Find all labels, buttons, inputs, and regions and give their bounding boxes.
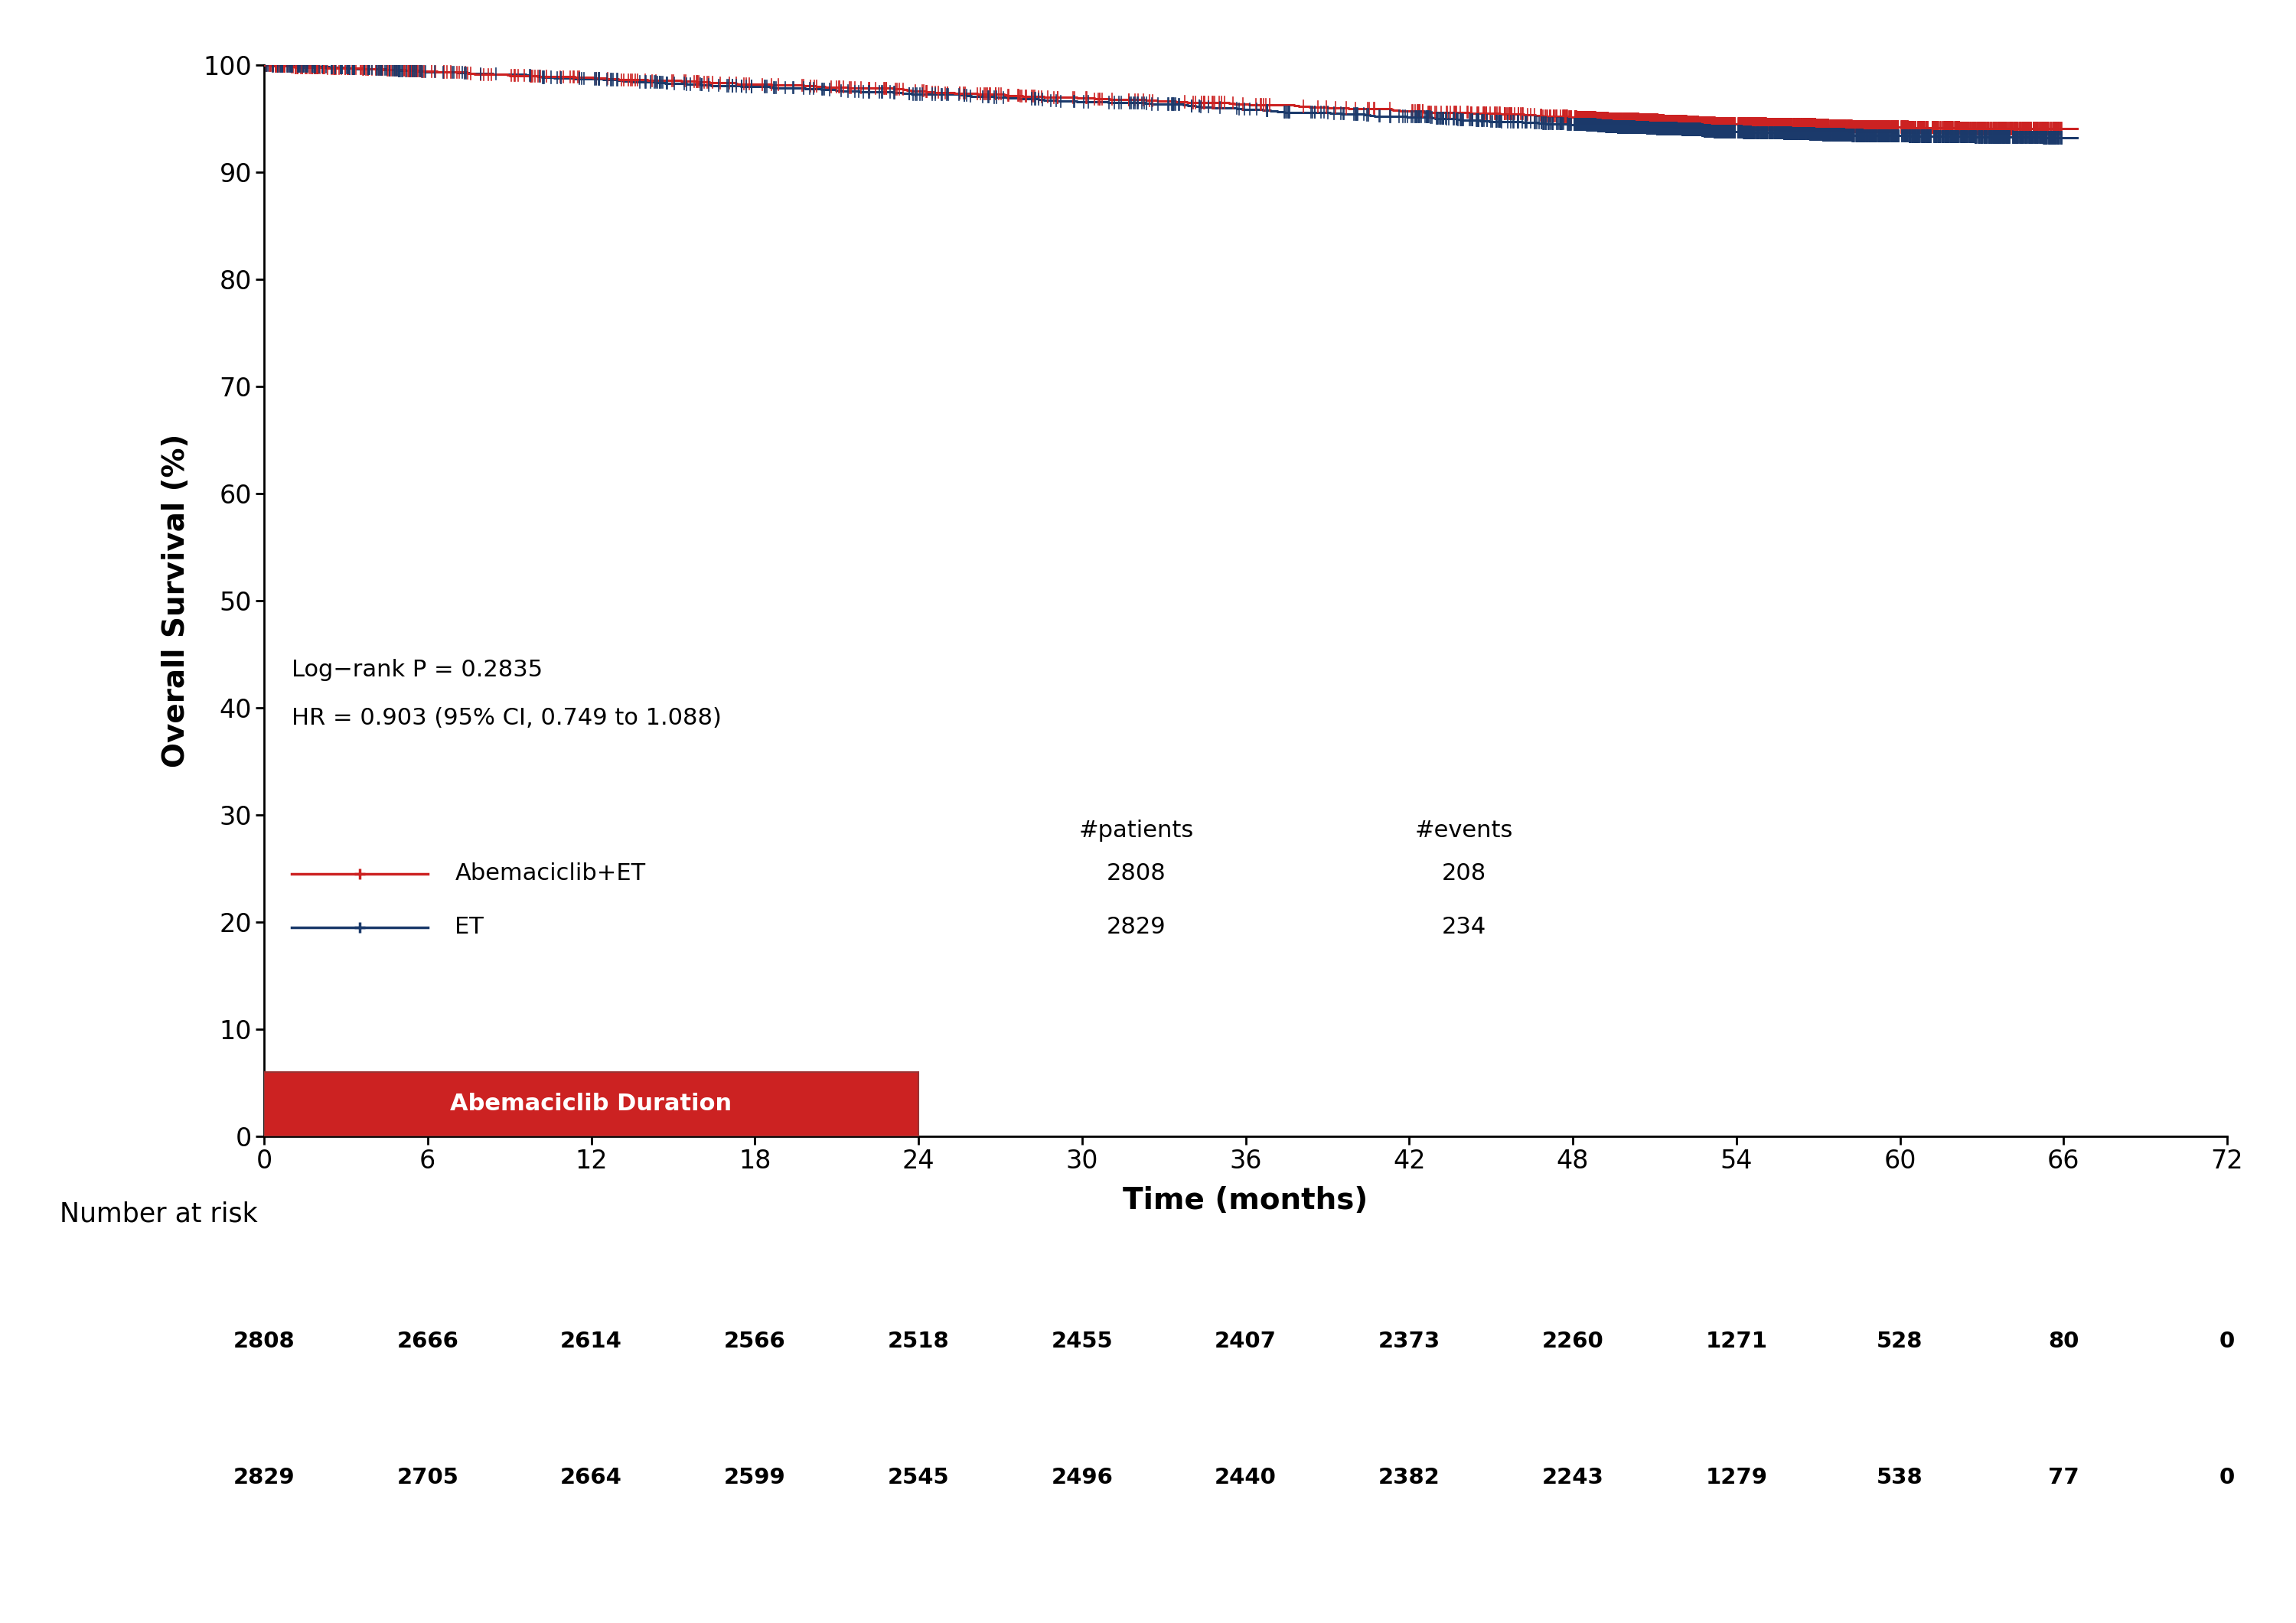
Text: 80: 80 bbox=[2048, 1331, 2078, 1352]
Text: Abemaciclib+ET: Abemaciclib+ET bbox=[455, 862, 645, 885]
Text: 2614: 2614 bbox=[560, 1331, 622, 1352]
Text: HR = 0.903 (95% CI, 0.749 to 1.088): HR = 0.903 (95% CI, 0.749 to 1.088) bbox=[292, 708, 721, 729]
Text: Number at risk: Number at risk bbox=[60, 1201, 257, 1227]
Bar bbox=[60, 1459, 195, 1496]
Text: Log−rank P = 0.2835: Log−rank P = 0.2835 bbox=[292, 659, 542, 682]
Text: 2808: 2808 bbox=[1107, 862, 1166, 885]
Text: 2808: 2808 bbox=[234, 1331, 294, 1352]
Text: 2664: 2664 bbox=[560, 1467, 622, 1488]
Text: 2829: 2829 bbox=[1107, 915, 1166, 938]
Text: 0: 0 bbox=[2220, 1331, 2234, 1352]
Text: 234: 234 bbox=[1442, 915, 1486, 938]
Text: 538: 538 bbox=[1876, 1467, 1924, 1488]
Text: 2373: 2373 bbox=[1378, 1331, 1440, 1352]
Text: 2705: 2705 bbox=[397, 1467, 459, 1488]
Text: 2407: 2407 bbox=[1215, 1331, 1277, 1352]
Text: 2666: 2666 bbox=[397, 1331, 459, 1352]
Text: 208: 208 bbox=[1442, 862, 1486, 885]
Text: 0: 0 bbox=[2220, 1467, 2234, 1488]
Text: 1271: 1271 bbox=[1706, 1331, 1768, 1352]
Text: 2260: 2260 bbox=[1543, 1331, 1603, 1352]
Text: #events: #events bbox=[1414, 820, 1513, 842]
Text: 2455: 2455 bbox=[1052, 1331, 1114, 1352]
Text: 2545: 2545 bbox=[889, 1467, 948, 1488]
Text: 2243: 2243 bbox=[1543, 1467, 1603, 1488]
Text: 2496: 2496 bbox=[1052, 1467, 1114, 1488]
X-axis label: Time (months): Time (months) bbox=[1123, 1186, 1368, 1216]
Text: 2599: 2599 bbox=[723, 1467, 785, 1488]
Text: 1279: 1279 bbox=[1706, 1467, 1768, 1488]
Text: 2440: 2440 bbox=[1215, 1467, 1277, 1488]
Bar bbox=[264, 1071, 918, 1136]
Text: 528: 528 bbox=[1876, 1331, 1924, 1352]
Text: 2382: 2382 bbox=[1378, 1467, 1440, 1488]
Bar bbox=[60, 1323, 195, 1360]
Text: Abemaciclib Duration: Abemaciclib Duration bbox=[450, 1092, 732, 1115]
Text: ET: ET bbox=[455, 915, 484, 938]
Text: #patients: #patients bbox=[1079, 820, 1194, 842]
Text: 2829: 2829 bbox=[234, 1467, 294, 1488]
Text: 2518: 2518 bbox=[889, 1331, 948, 1352]
Text: 2566: 2566 bbox=[723, 1331, 785, 1352]
Y-axis label: Overall Survival (%): Overall Survival (%) bbox=[161, 433, 191, 768]
Text: 77: 77 bbox=[2048, 1467, 2080, 1488]
